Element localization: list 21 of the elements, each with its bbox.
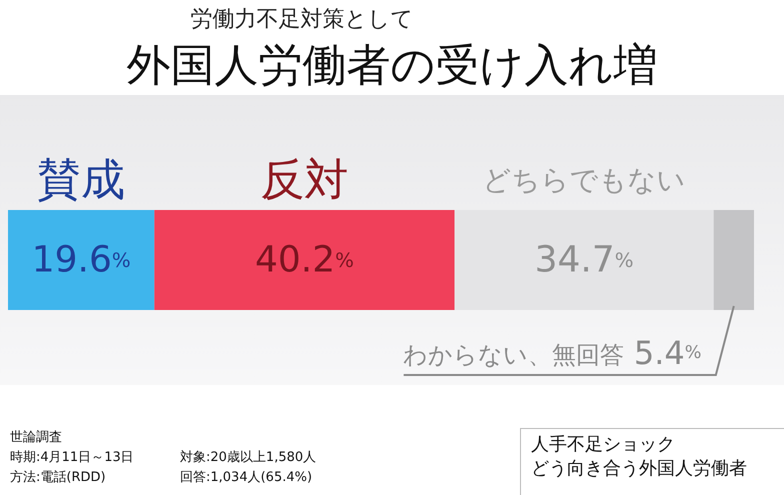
text: 人手不足ショック <box>531 433 676 457</box>
chart-title: 外国人労働者の受け入れ増 <box>126 39 658 93</box>
data-label: 34.7% <box>534 240 634 280</box>
text: どう向き合う外国人労働者 <box>531 457 748 481</box>
chart-subtitle: 労働力不足対策として <box>190 6 414 34</box>
series-label: 反対 <box>260 154 348 206</box>
series-label: 賛成 <box>37 154 126 206</box>
text: 時期:4月11日～13日 <box>10 450 134 465</box>
bar <box>8 210 154 310</box>
data-label: 5.4% <box>634 334 702 372</box>
text: 世論調査 <box>10 429 63 447</box>
bar <box>714 210 754 310</box>
text: わからない、無回答 <box>402 341 624 369</box>
text: 回答:1,034人(65.4%) <box>180 470 312 485</box>
text: 方法:電話(RDD) <box>10 470 106 485</box>
data-label: 40.2% <box>254 240 354 280</box>
text: 対象:20歳以上1,580人 <box>180 450 316 465</box>
bar <box>454 210 714 310</box>
bar <box>154 210 455 310</box>
data-label: 19.6% <box>32 240 131 280</box>
series-label: どちらでもない <box>482 164 686 196</box>
